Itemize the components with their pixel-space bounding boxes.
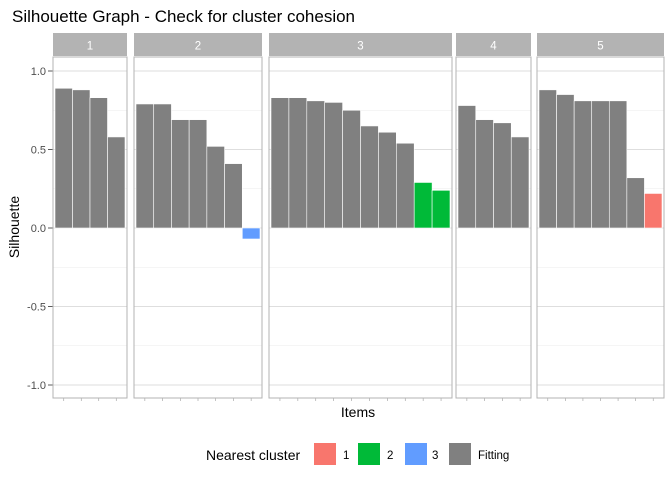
facet-strip	[53, 33, 127, 56]
silhouette-bar	[591, 100, 610, 229]
legend-key-1	[314, 443, 336, 465]
silhouette-bar	[206, 146, 225, 229]
facet-panel-3: 3	[268, 33, 453, 401]
legend-label: 1	[343, 450, 349, 462]
facet-panel-1: 1	[52, 33, 128, 401]
y-axis: 1.0 0.5 0.0 -0.5 -1.0	[27, 66, 53, 392]
silhouette-bar	[342, 109, 361, 229]
facet-strip	[269, 33, 452, 56]
silhouette-bar	[510, 136, 530, 229]
facet-panels: 1 2 3 4 5	[52, 33, 665, 401]
y-tick-label: 1.0	[31, 66, 46, 78]
silhouette-bar	[413, 182, 433, 229]
silhouette-bar	[457, 105, 477, 229]
silhouette-bar	[608, 100, 628, 229]
x-axis-title: Items	[341, 404, 375, 420]
panel-border	[536, 56, 665, 399]
silhouette-bar	[644, 193, 663, 229]
silhouette-bar	[306, 100, 325, 229]
facet-strip	[456, 33, 531, 56]
silhouette-bar	[171, 119, 190, 229]
y-tick-label: -1.0	[27, 380, 46, 392]
legend-label: Fitting	[478, 450, 509, 462]
facet-panel-2: 2	[133, 33, 263, 401]
facet-panel-5: 5	[536, 33, 665, 401]
panel-border	[52, 56, 128, 399]
facet-strip	[537, 33, 664, 56]
y-tick-label: -0.5	[27, 302, 46, 314]
legend-key-3	[405, 443, 427, 465]
silhouette-bar	[270, 97, 290, 229]
legend-label: 2	[387, 450, 393, 462]
facet-strip-label: 3	[357, 41, 363, 53]
legend: Nearest cluster 1 2 3 Fitting	[206, 443, 509, 465]
silhouette-bar	[107, 136, 126, 229]
silhouette-bar	[324, 102, 343, 229]
silhouette-bar	[288, 97, 308, 229]
silhouette-bar	[188, 119, 208, 229]
legend-key-2	[358, 443, 380, 465]
y-tick-label: 0.5	[31, 145, 46, 157]
silhouette-bar	[626, 177, 645, 229]
y-axis-title: Silhouette	[6, 196, 22, 258]
y-tick-label: 0.0	[31, 223, 46, 235]
silhouette-bar	[89, 97, 108, 229]
silhouette-bar	[556, 94, 575, 229]
chart-title: Silhouette Graph - Check for cluster coh…	[12, 7, 355, 26]
silhouette-bar	[153, 103, 172, 229]
silhouette-bar	[224, 163, 243, 229]
facet-panel-4: 4	[455, 33, 532, 401]
silhouette-bar	[395, 142, 415, 229]
silhouette-bar	[72, 89, 91, 229]
facet-strip-label: 5	[597, 41, 603, 53]
legend-label: 3	[432, 450, 438, 462]
silhouette-bar	[475, 119, 494, 229]
facet-strip-label: 2	[195, 41, 201, 53]
silhouette-bar	[135, 103, 155, 229]
silhouette-bar	[378, 131, 397, 229]
facet-strip-label: 1	[87, 41, 93, 53]
silhouette-bar	[241, 227, 261, 240]
legend-title: Nearest cluster	[206, 447, 300, 463]
legend-key-fitting	[449, 443, 471, 465]
silhouette-bar	[54, 87, 73, 229]
silhouette-bar	[493, 122, 512, 229]
silhouette-bar	[573, 100, 593, 229]
facet-strip	[134, 33, 262, 56]
silhouette-bar	[431, 190, 451, 229]
silhouette-bar	[360, 125, 379, 229]
panel-border	[455, 56, 532, 399]
facet-strip-label: 4	[490, 41, 497, 53]
silhouette-bar	[538, 89, 557, 229]
panel-border	[268, 56, 453, 399]
panel-border	[133, 56, 263, 399]
